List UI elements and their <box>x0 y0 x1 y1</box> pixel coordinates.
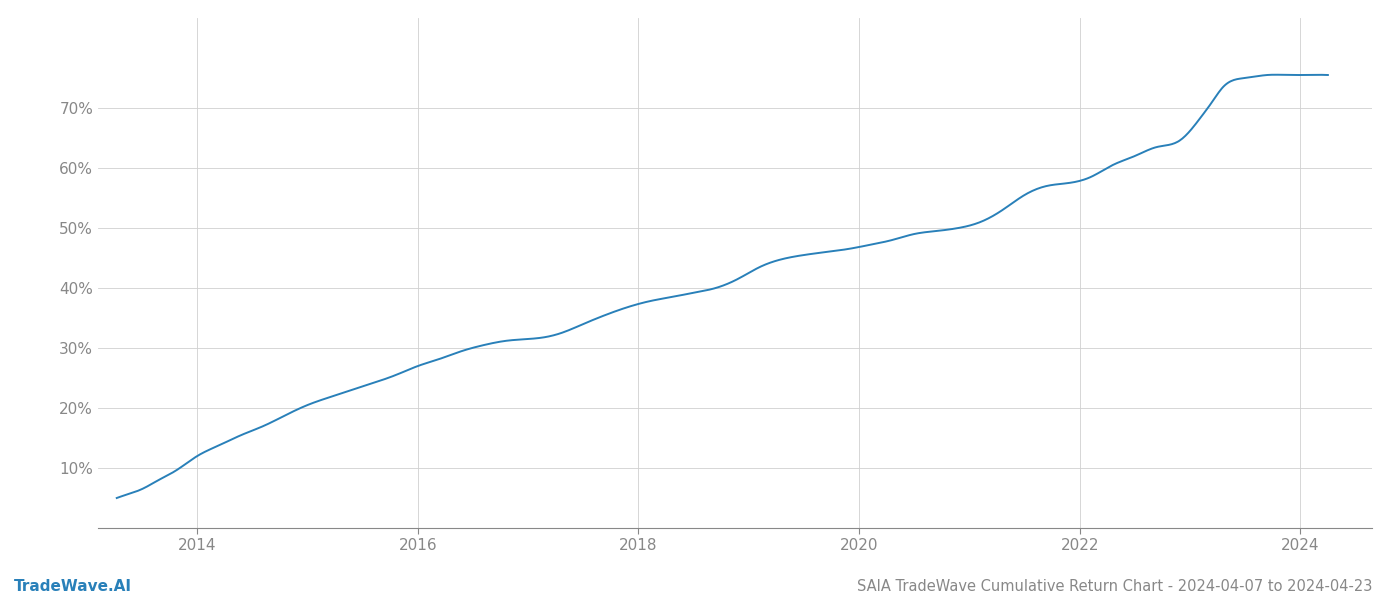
Text: TradeWave.AI: TradeWave.AI <box>14 579 132 594</box>
Text: SAIA TradeWave Cumulative Return Chart - 2024-04-07 to 2024-04-23: SAIA TradeWave Cumulative Return Chart -… <box>857 579 1372 594</box>
